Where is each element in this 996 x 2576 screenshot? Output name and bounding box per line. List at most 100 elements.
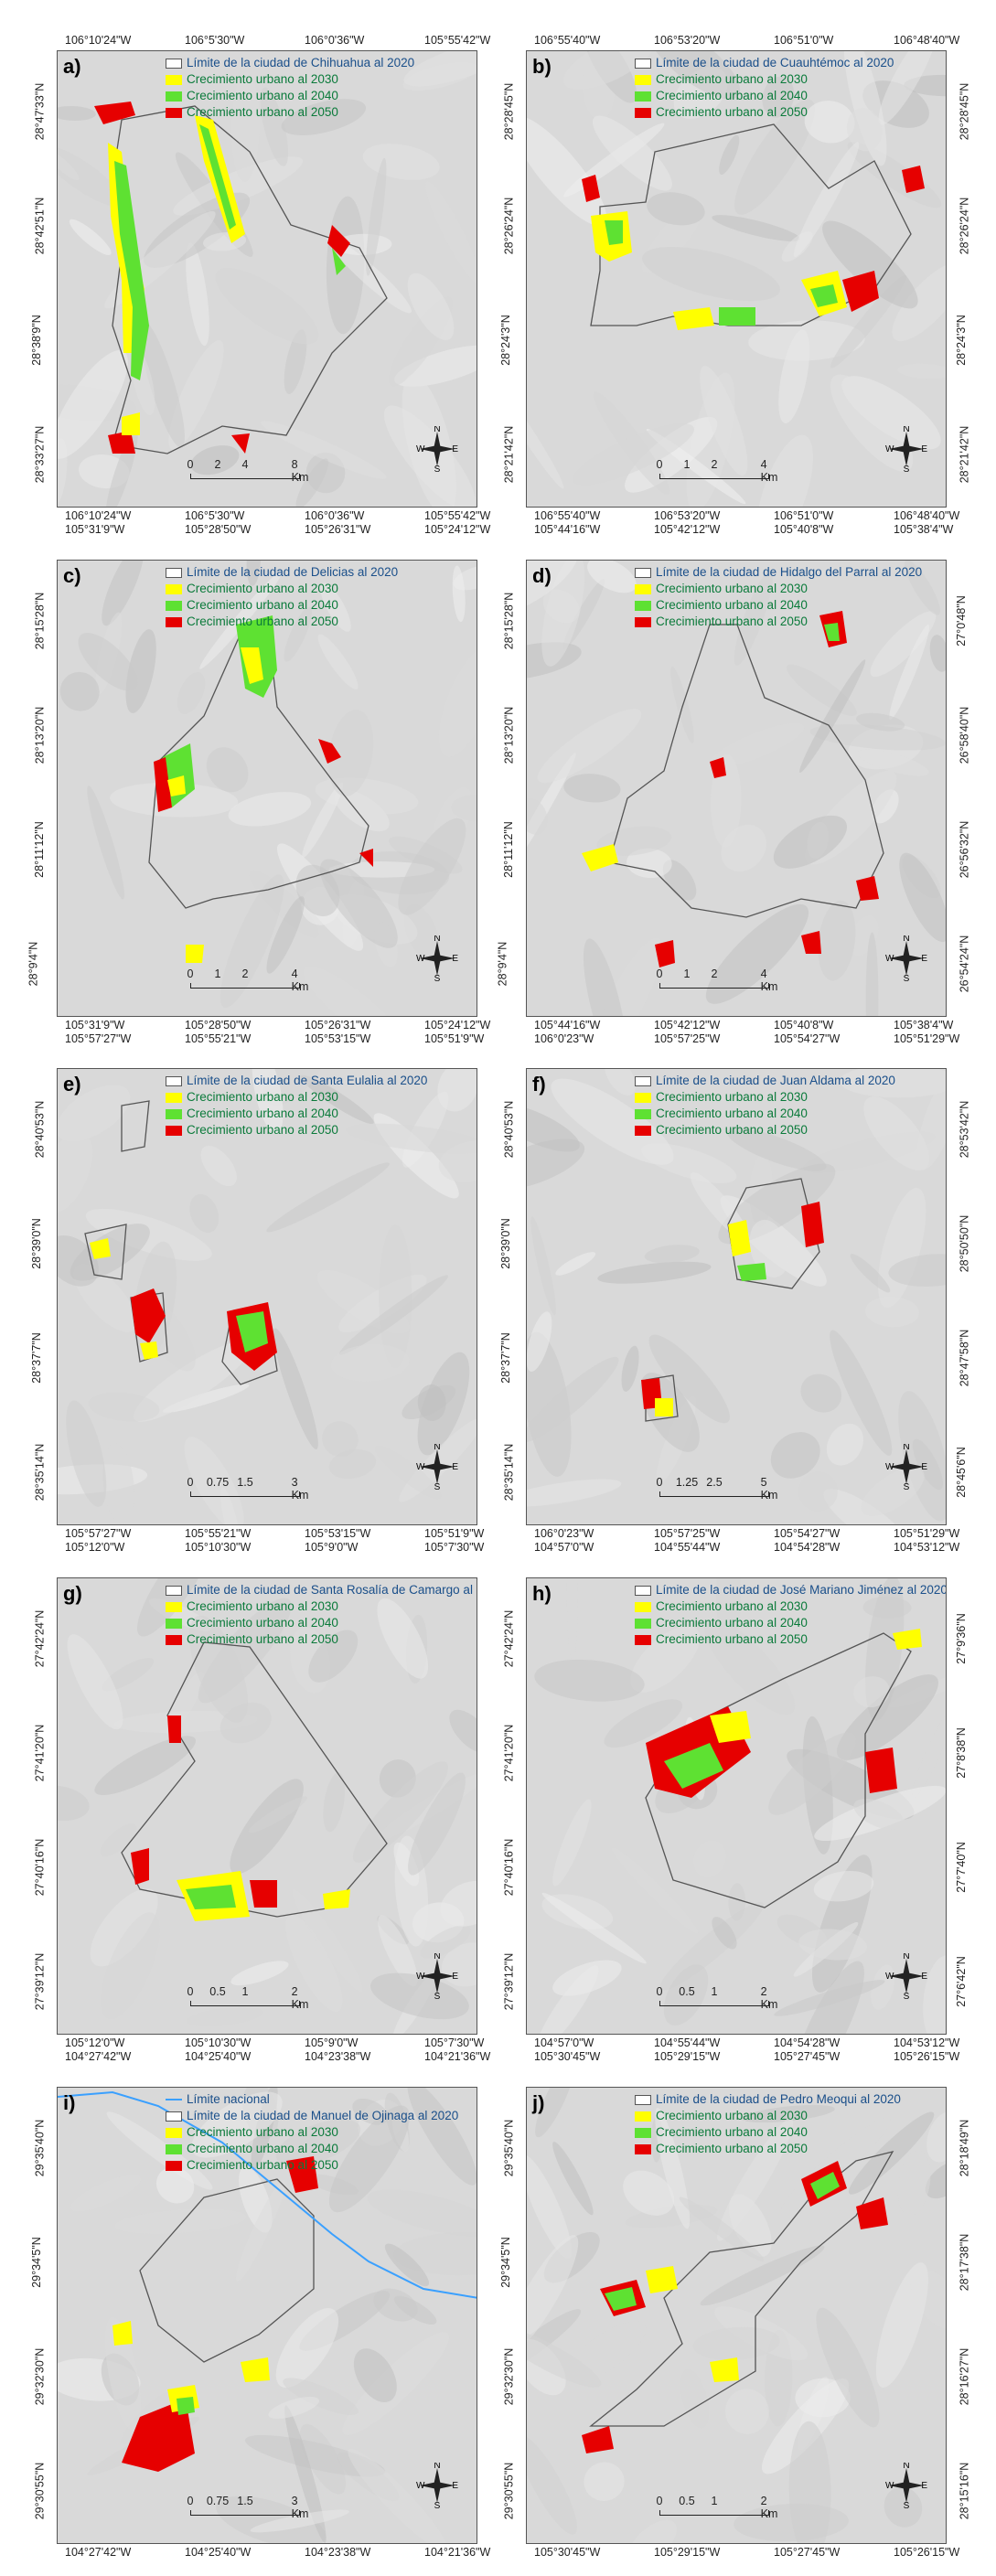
coord-bottom-alt: 105°27'45"W	[774, 2050, 841, 2063]
svg-text:S: S	[434, 1482, 441, 1490]
national-border	[58, 2090, 477, 2299]
coord-left: 27°40'16"N	[502, 1838, 516, 1897]
terrain-relief	[125, 629, 156, 713]
growth-2050	[801, 931, 821, 954]
svg-text:N: N	[434, 1444, 440, 1452]
terrain-relief	[774, 1980, 885, 2016]
terrain-relief	[437, 1069, 477, 1112]
terrain-relief	[647, 192, 705, 226]
map-panel-b: b) Límite de la ciudad de Cuauhtémoc al 2…	[526, 50, 947, 508]
map-panel-i: i) Límite nacional Límite de la ciudad de …	[57, 2087, 477, 2544]
r2050-swatch	[635, 107, 651, 118]
svg-text:N: N	[903, 935, 909, 944]
terrain-relief	[719, 134, 740, 175]
coord-bottom: 105°10'30"W	[185, 2036, 252, 2049]
y2030-swatch	[635, 583, 651, 594]
limit-swatch	[166, 58, 182, 69]
terrain-relief	[916, 1071, 946, 1170]
coord-left: 28°47'33"N	[33, 82, 47, 141]
coord-left: 28°35'14"N	[502, 1443, 516, 1502]
scale-line	[659, 983, 769, 989]
terrain-relief	[186, 242, 209, 347]
scale-bar: 0 0.5 1 2 Km	[657, 1985, 778, 2013]
legend-g2040-text: Crecimiento urbano al 2040	[187, 598, 338, 612]
coord-left: 27°40'16"N	[33, 1838, 47, 1897]
coord-left: 28°35'14"N	[33, 1443, 47, 1502]
coord-left: 27°42'24"N	[502, 1609, 516, 1668]
terrain-relief	[90, 1888, 158, 1967]
coord-right: 28°21'42"N	[958, 425, 971, 484]
terrain-relief	[648, 51, 741, 100]
terrain-relief	[700, 366, 748, 476]
legend-y2030-text: Crecimiento urbano al 2030	[656, 2109, 808, 2122]
coord-right: 28°16'27"N	[958, 2347, 971, 2406]
r2050-swatch	[166, 2160, 182, 2171]
terrain-relief	[527, 1311, 552, 1373]
terrain-relief	[527, 115, 607, 227]
legend-row-g2040: Crecimiento urbano al 2040	[635, 2124, 901, 2141]
coord-right: 27°9'36"N	[954, 1613, 968, 1664]
scale-bar: 0 1 2 4 Km	[187, 967, 309, 995]
coord-left: 28°15'28"N	[33, 592, 47, 650]
coord-bottom: 104°57'0"W	[534, 2036, 594, 2049]
growth-2050	[122, 2399, 195, 2472]
growth-2050	[167, 1716, 181, 1743]
r2050-swatch	[635, 616, 651, 627]
coord-bottom: 106°0'23"W	[534, 1527, 594, 1540]
terrain-relief	[563, 774, 621, 803]
coord-left: 28°26'24"N	[502, 197, 516, 255]
coord-bottom: 104°25'40"W	[185, 2546, 252, 2559]
growth-2050	[902, 166, 925, 193]
legend-row-r2050: Crecimiento urbano al 2050	[635, 1122, 895, 1138]
limit-swatch	[635, 2094, 651, 2105]
svg-text:E: E	[921, 954, 927, 964]
legend-r2050-text: Crecimiento urbano al 2050	[187, 615, 338, 628]
growth-2040	[664, 1743, 723, 1789]
terrain-relief	[438, 1140, 477, 1182]
growth-2050	[842, 271, 879, 312]
coord-left: 29°30'55"N	[502, 2462, 516, 2520]
coord-bottom: 104°53'12"W	[894, 2036, 960, 2049]
terrain-relief	[611, 1847, 699, 1934]
terrain-relief	[58, 1131, 93, 1213]
coord-left: 27°39'12"N	[33, 1952, 47, 2011]
coord-top: 106°55'40"W	[534, 34, 601, 47]
coord-bottom-alt: 105°12'0"W	[65, 1541, 125, 1554]
coord-bottom-alt: 104°23'38"W	[305, 2050, 371, 2063]
growth-2050	[710, 757, 726, 778]
scale-tick: 0	[656, 458, 663, 471]
svg-text:E: E	[921, 444, 927, 454]
terrain-relief	[373, 2288, 418, 2322]
terrain-relief	[659, 1902, 765, 1991]
coord-right: 28°47'58"N	[958, 1329, 971, 1387]
legend-g2040-text: Crecimiento urbano al 2040	[656, 1106, 808, 1120]
growth-2030	[323, 1889, 350, 1909]
terrain-relief	[839, 1069, 946, 1098]
coord-top: 105°55'42"W	[424, 34, 491, 47]
map-legend: Límite de la ciudad de Hidalgo del Parra…	[635, 564, 922, 630]
terrain-relief	[644, 1245, 700, 1264]
legend-row-limit: Límite de la ciudad de Hidalgo del Parra…	[635, 564, 922, 581]
map-canvas	[58, 51, 477, 507]
terrain-relief	[552, 2142, 594, 2216]
r2050-swatch	[166, 1125, 182, 1136]
terrain-relief	[604, 1699, 683, 1748]
legend-row-r2050: Crecimiento urbano al 2050	[635, 104, 894, 121]
coord-bottom-alt: 105°24'12"W	[424, 523, 491, 536]
terrain-relief	[451, 794, 477, 822]
svg-text:E: E	[452, 2481, 458, 2491]
scale-line	[659, 474, 769, 479]
terrain-relief	[449, 1709, 477, 1754]
scale-tick: 0.75	[206, 1476, 230, 1489]
coord-left: 29°32'30"N	[502, 2347, 516, 2406]
terrain-relief	[102, 561, 145, 626]
coord-left: 28°37'7"N	[29, 1332, 43, 1384]
coord-bottom: 105°54'27"W	[774, 1527, 841, 1540]
terrain-relief	[394, 345, 477, 387]
scale-tick: 0	[656, 967, 663, 980]
terrain-relief	[220, 1702, 272, 1744]
legend-row-g2040: Crecimiento urbano al 2040	[166, 2141, 458, 2157]
terrain-relief	[199, 571, 283, 669]
y2030-swatch	[166, 74, 182, 85]
legend-row-g2040: Crecimiento urbano al 2040	[635, 1615, 946, 1631]
